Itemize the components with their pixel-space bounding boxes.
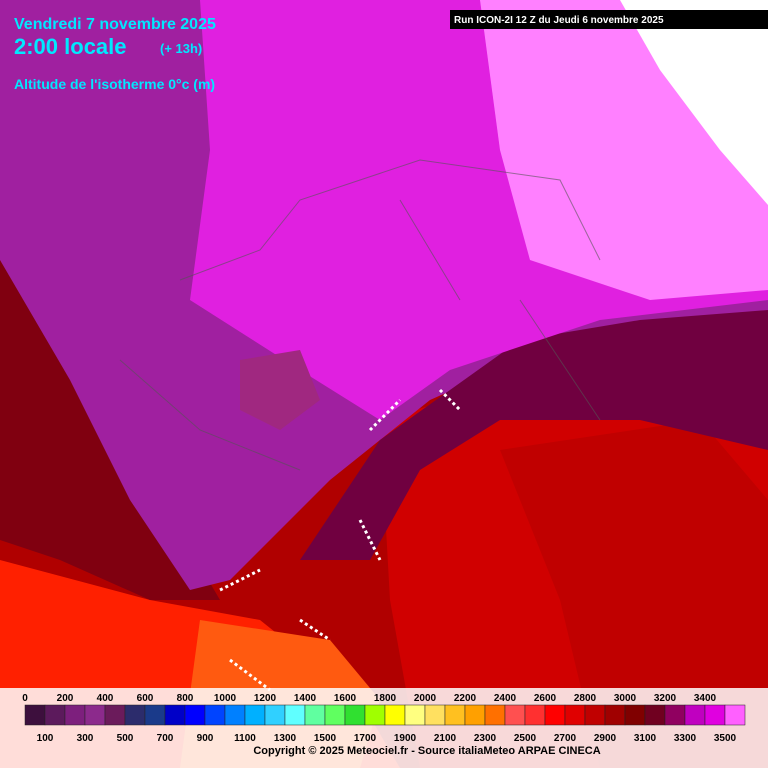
scale-label: 2700: [554, 733, 577, 744]
scale-label: 1100: [234, 733, 256, 744]
scale-box: [524, 704, 546, 726]
scale-box: [384, 704, 406, 726]
scale-box: [624, 704, 646, 726]
scale-label: 2100: [434, 733, 457, 744]
scale-box: [424, 704, 446, 726]
scale-label: 3300: [674, 733, 697, 744]
scale-label: 500: [117, 733, 134, 744]
scale-box: [84, 704, 106, 726]
offset: (+ 13h): [160, 41, 202, 56]
copyright: Copyright © 2025 Meteociel.fr - Source i…: [253, 745, 600, 757]
scale-box: [64, 704, 86, 726]
scale-label: 1500: [314, 733, 337, 744]
scale-label: 1900: [394, 733, 417, 744]
scale-label: 2800: [574, 693, 597, 704]
scale-label: 2000: [414, 693, 437, 704]
scale-box: [704, 704, 726, 726]
legend-panel: [0, 688, 768, 768]
scale-label: 1800: [374, 693, 397, 704]
scale-label: 1000: [214, 693, 237, 704]
scale-box: [364, 704, 386, 726]
scale-box: [124, 704, 146, 726]
scale-label: 700: [157, 733, 174, 744]
scale-box: [724, 704, 746, 726]
scale-box: [284, 704, 306, 726]
scale-box: [44, 704, 66, 726]
scale-label: 1600: [334, 693, 357, 704]
scale-box: [584, 704, 606, 726]
date: Vendredi 7 novembre 2025: [14, 16, 216, 33]
scale-label: 200: [57, 693, 74, 704]
scale-box: [224, 704, 246, 726]
scale-box: [504, 704, 526, 726]
scale-label: 1400: [294, 693, 317, 704]
scale-box: [684, 704, 706, 726]
run-box: [450, 10, 768, 29]
scale-label: 3400: [694, 693, 717, 704]
scale-label: 2500: [514, 733, 537, 744]
scale-box: [164, 704, 186, 726]
scale-box: [324, 704, 346, 726]
scale-label: 3200: [654, 693, 677, 704]
scale-box: [304, 704, 326, 726]
scale-box: [144, 704, 166, 726]
scale-box: [264, 704, 286, 726]
scale-box: [244, 704, 266, 726]
scale-box: [664, 704, 686, 726]
scale-box: [544, 704, 566, 726]
scale-label: 3000: [614, 693, 637, 704]
scale-label: 1700: [354, 733, 377, 744]
scale-box: [484, 704, 506, 726]
scale-label: 3500: [714, 733, 737, 744]
scale-box: [564, 704, 586, 726]
scale-label: 1300: [274, 733, 297, 744]
scale-label: 400: [97, 693, 114, 704]
scale-label: 800: [177, 693, 194, 704]
scale-label: 2200: [454, 693, 477, 704]
scale-box: [404, 704, 426, 726]
scale-box: [344, 704, 366, 726]
color-scale: 0 100 200 300 400 500 600 700 800 900 1000 1100 1200…: [22, 693, 746, 744]
scale-box: [644, 704, 666, 726]
scale-label: 2600: [534, 693, 557, 704]
scale-box: [464, 704, 486, 726]
scale-box: [104, 704, 126, 726]
scale-label: 2300: [474, 733, 497, 744]
scale-label: 0: [22, 693, 28, 704]
scale-box: [604, 704, 626, 726]
scale-label: 900: [197, 733, 214, 744]
time: 2:00 locale: [14, 34, 127, 59]
parameter: Altitude de l'isotherme 0°c (m): [14, 76, 215, 92]
scale-label: 600: [137, 693, 154, 704]
scale-label: 100: [37, 733, 54, 744]
scale-label: 2900: [594, 733, 617, 744]
scale-box: [184, 704, 206, 726]
run-info: Run ICON-2I 12 Z du Jeudi 6 novembre 202…: [454, 15, 664, 26]
scale-box: [24, 704, 46, 726]
scale-box: [444, 704, 466, 726]
scale-label: 2400: [494, 693, 517, 704]
scale-label: 1200: [254, 693, 277, 704]
scale-label: 3100: [634, 733, 657, 744]
scale-box: [204, 704, 226, 726]
scale-label: 300: [77, 733, 94, 744]
